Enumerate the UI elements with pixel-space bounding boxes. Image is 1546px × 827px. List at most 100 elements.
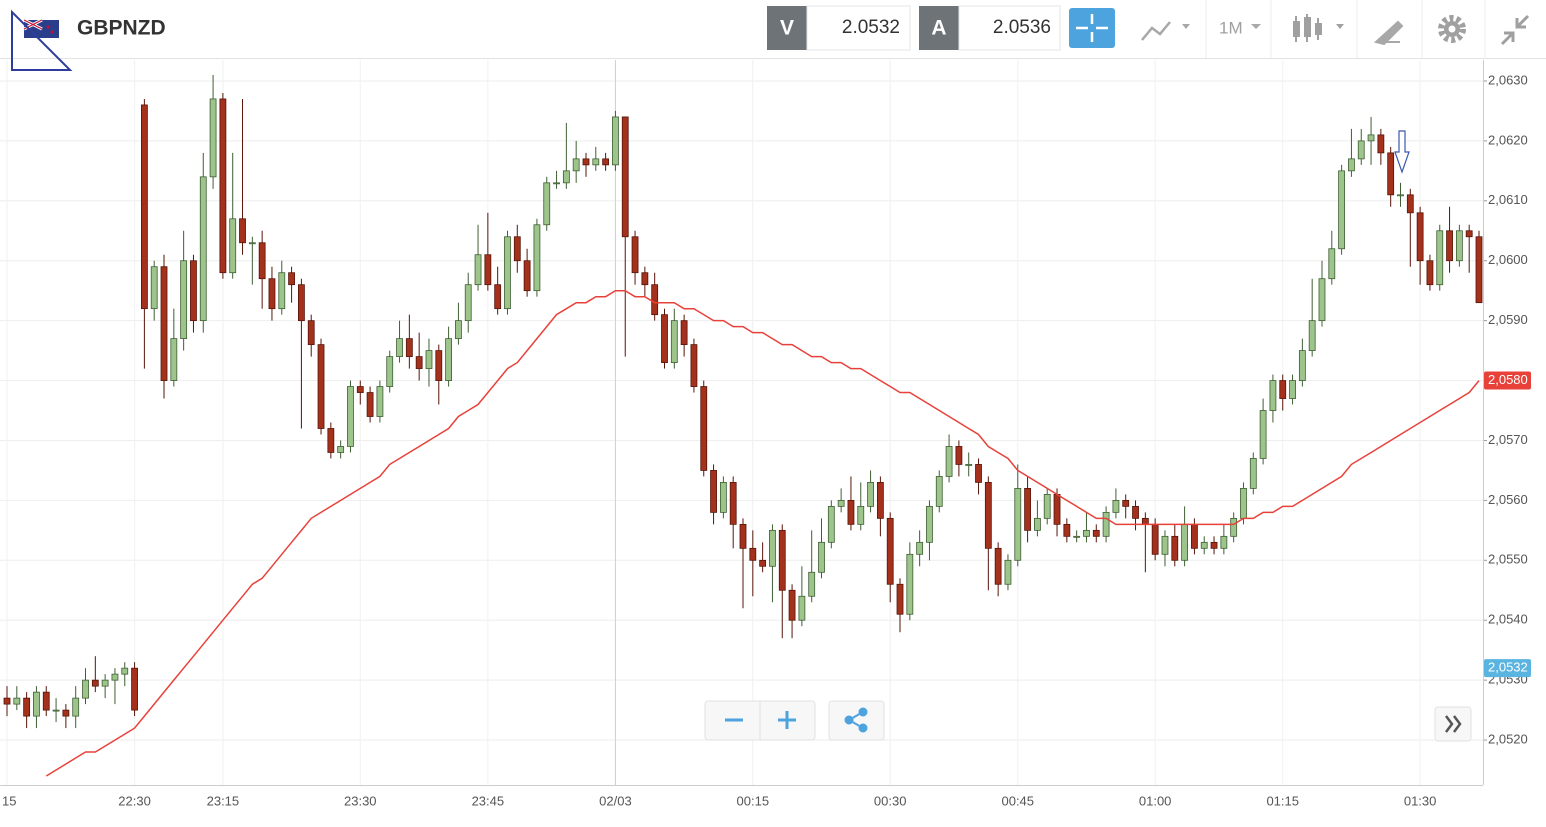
candle-body <box>582 158 590 166</box>
candle-body <box>808 571 816 597</box>
plot-area: 2,05202,05302,05402,05502,05602,05702,05… <box>0 60 1531 808</box>
bid-letter: V <box>780 17 794 40</box>
candle-body <box>1436 230 1444 286</box>
candle-body <box>504 236 511 310</box>
candle-body <box>1151 523 1159 555</box>
candle-body <box>857 505 865 525</box>
candle-body <box>994 547 1002 585</box>
candle-body <box>190 260 197 322</box>
candle-body <box>1259 410 1267 459</box>
candle-body <box>1475 236 1483 304</box>
candle-body <box>415 356 423 369</box>
candle-body <box>592 158 600 166</box>
candle-body <box>1034 517 1041 531</box>
candle-body <box>52 709 60 712</box>
sell-arrow-annotation <box>1394 130 1410 174</box>
candle-body <box>121 667 129 675</box>
crosshair-button[interactable] <box>1069 8 1115 48</box>
candle-body <box>23 697 31 717</box>
scroll-end-button[interactable] <box>1434 706 1472 742</box>
candle-body <box>356 386 364 393</box>
candle-body <box>700 386 708 471</box>
ask-letter: A <box>931 17 946 40</box>
candle-body <box>935 476 943 507</box>
candle-body <box>1220 535 1228 549</box>
candle-body <box>621 116 629 238</box>
ask-field[interactable] <box>958 5 1061 51</box>
candle-body <box>1318 278 1326 322</box>
x-tick-label: 01:15 <box>1266 793 1299 808</box>
candle-body <box>1455 230 1463 262</box>
candle-body <box>1210 541 1218 549</box>
candle-body <box>876 482 884 519</box>
x-tick-label: 00:30 <box>874 793 907 808</box>
candle-body <box>788 589 796 621</box>
candle-body <box>1171 535 1179 561</box>
timeframe[interactable]: 1M <box>1219 18 1243 37</box>
candle-body <box>229 218 237 274</box>
x-tick-label: 23:30 <box>344 793 377 808</box>
settings-button[interactable] <box>1438 15 1466 43</box>
candle-body <box>553 182 560 185</box>
candle-body <box>1191 523 1198 549</box>
candle-body <box>847 499 855 525</box>
candle-body <box>651 284 659 316</box>
x-tick-label: 23:15 <box>207 793 240 808</box>
candle-body <box>199 176 207 322</box>
candle-body <box>3 697 11 705</box>
candle-body <box>1161 535 1169 555</box>
candle-body <box>1112 499 1120 513</box>
candle-body <box>1357 140 1365 160</box>
candle-body <box>984 482 992 549</box>
candle-body <box>111 673 119 681</box>
candle-body <box>239 218 246 244</box>
candle-body <box>690 344 698 387</box>
candle-body <box>170 338 178 381</box>
candle-body <box>729 482 737 525</box>
bid-field[interactable] <box>806 5 911 51</box>
candle-body <box>1289 380 1296 399</box>
candle-body <box>1249 458 1257 489</box>
candle-body <box>641 272 649 286</box>
candle-body <box>1014 488 1022 561</box>
candle-body <box>258 242 266 280</box>
candle-body <box>62 709 70 717</box>
current-price-tag <box>1484 659 1531 678</box>
candle-body <box>13 697 21 705</box>
candle-body <box>494 284 502 310</box>
candle-body <box>670 320 678 363</box>
draw-button[interactable] <box>1373 20 1404 46</box>
candle-body <box>1367 134 1375 142</box>
zoom-controls <box>704 700 885 741</box>
candle-body <box>405 338 413 357</box>
y-tick-label: 2,0540 <box>1488 612 1528 627</box>
candle-body <box>82 679 89 699</box>
candle-body <box>386 356 394 387</box>
timeframe-caret <box>1251 24 1261 29</box>
candle-body <box>1073 535 1081 538</box>
flag-icon <box>11 9 73 71</box>
y-tick-label: 2,0520 <box>1488 731 1528 746</box>
candle-body <box>749 547 757 561</box>
chart-type-button[interactable] <box>1141 21 1190 41</box>
ma-price-label: 2,0580 <box>1488 372 1528 387</box>
candles-button[interactable] <box>1293 14 1344 42</box>
x-tick-label: 23:45 <box>472 793 505 808</box>
candle-body <box>278 272 286 310</box>
share-button[interactable] <box>844 707 868 733</box>
candle-body <box>297 284 305 322</box>
candle-body <box>1200 541 1208 549</box>
zoom-in[interactable] <box>778 711 796 729</box>
candle-body <box>1024 488 1031 531</box>
candle-body <box>769 529 776 567</box>
candle-body <box>33 691 40 717</box>
y-tick-label: 2,0560 <box>1488 492 1528 507</box>
collapse-button[interactable] <box>1500 14 1530 46</box>
candle-body <box>317 344 325 429</box>
candle-body <box>1397 194 1404 197</box>
candle-body <box>1426 260 1434 286</box>
candle-body <box>612 116 619 166</box>
candle-body <box>1377 134 1385 154</box>
candle-body <box>798 595 806 621</box>
